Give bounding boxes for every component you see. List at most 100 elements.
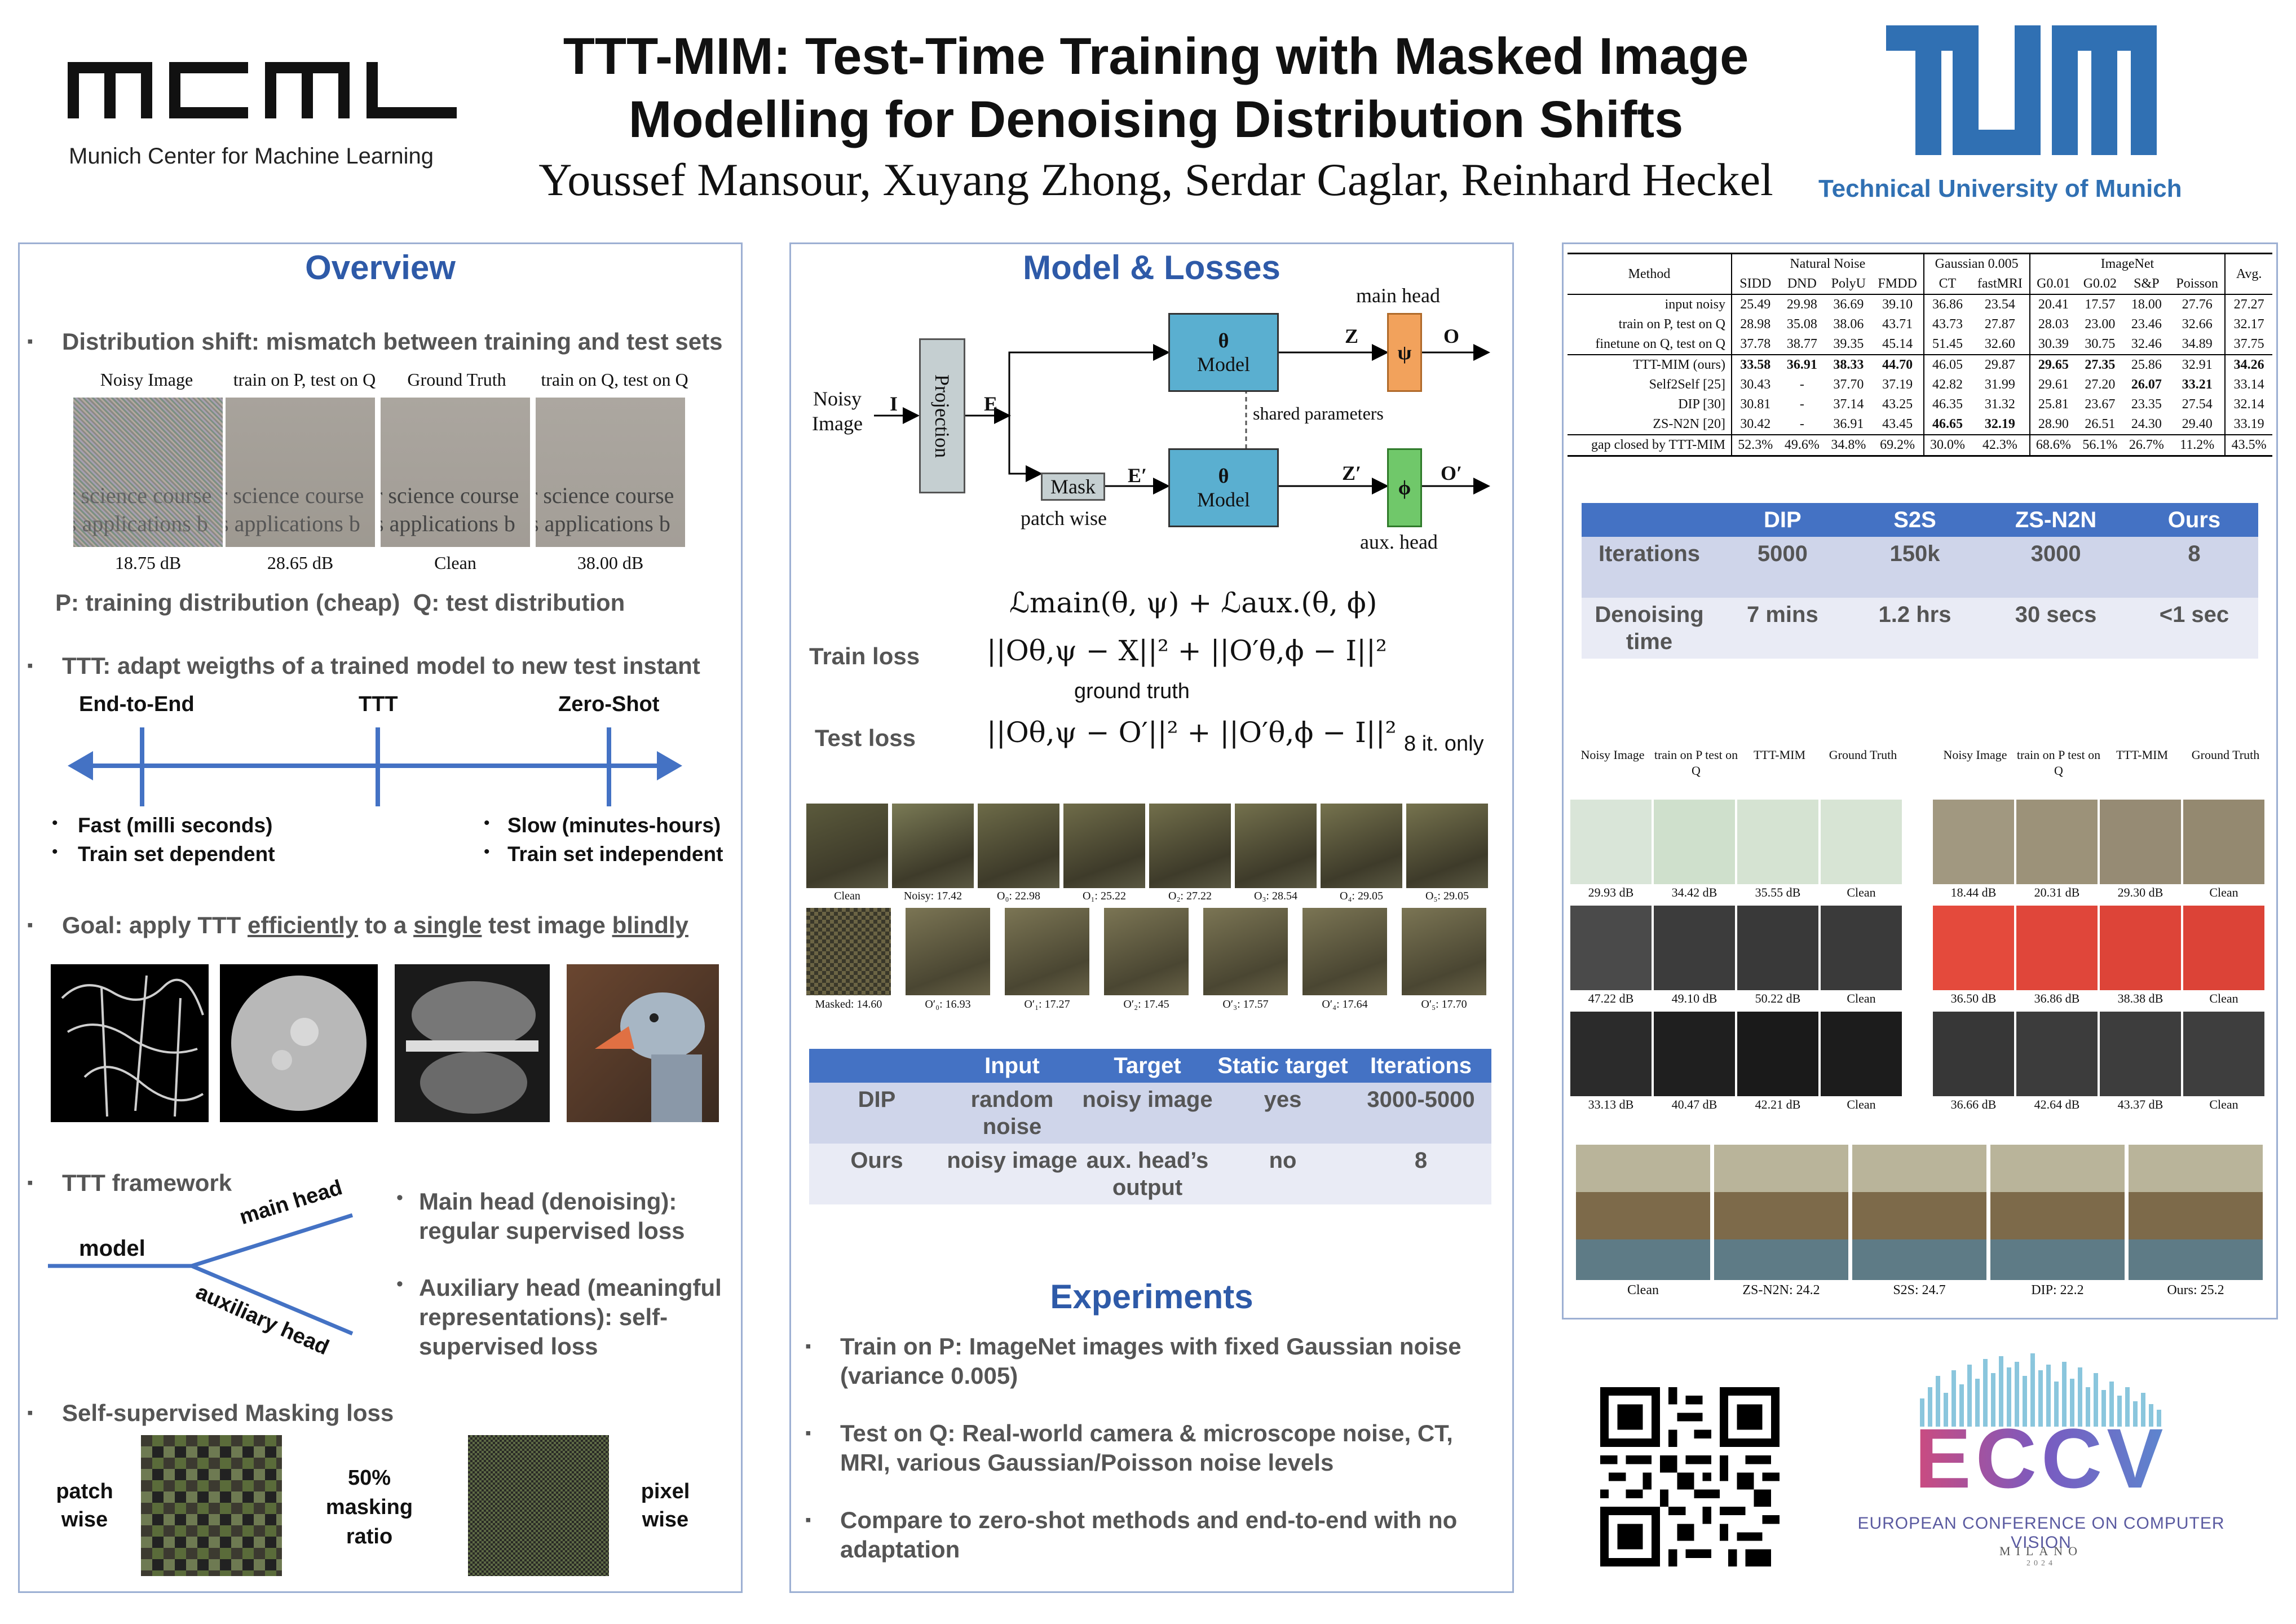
group-header: Avg. — [2224, 253, 2272, 295]
iteration-caption: Clean — [834, 890, 860, 902]
row-label: finetune on Q, test on Q — [1595, 337, 1725, 351]
result-image — [1821, 1012, 1902, 1096]
table-cell: 32.19 — [1984, 417, 2015, 431]
col-header: S2S — [1848, 503, 1982, 537]
iteration-image — [1406, 804, 1488, 888]
overview-bullet-distribution: Distribution shift: mismatch between tra… — [27, 327, 739, 356]
experiments-point: Train on P: ImageNet images with fixed G… — [805, 1332, 1489, 1391]
tum-subtitle: Technical University of Munich — [1818, 175, 2182, 202]
framework-point-aux: Auxiliary head (meaningful representatio… — [419, 1274, 722, 1360]
framework-model-label: model — [79, 1236, 145, 1261]
result-image — [2100, 1012, 2181, 1096]
col-header: ZS-N2N — [1981, 503, 2130, 537]
overview-bullet-goal: Goal: apply TTT efficiently to a single … — [27, 911, 739, 940]
table-cell: 30.75 — [2085, 337, 2116, 351]
result-caption: 36.50 dB — [1950, 991, 1997, 1005]
fig1-header: train on Q, test on Q — [541, 369, 688, 390]
iteration-caption: O₀: 22.98 — [997, 890, 1040, 902]
fig1-caption: 28.65 dB — [267, 553, 334, 573]
result-caption: Clean — [2209, 885, 2238, 899]
microscopy-image — [51, 964, 209, 1122]
aux-head-label: aux. head — [1360, 531, 1438, 553]
table-row: ZS-N2N [20] 30.42 - 36.91 43.45 46.65 32.19 28.… — [1568, 414, 2272, 435]
col-header: G0.01 — [2029, 274, 2077, 294]
table-cell: 37.19 — [1882, 377, 1913, 392]
boat-caption: S2S: 24.7 — [1893, 1283, 1946, 1298]
result-image — [1933, 906, 2014, 990]
mri-knee-image — [395, 964, 550, 1122]
result-image — [2183, 906, 2264, 990]
input-I-label: I — [890, 392, 898, 415]
result-image — [1737, 1012, 1818, 1096]
aux-iteration-image — [806, 908, 891, 995]
table-cell: 38.06 — [1833, 317, 1864, 332]
result-image — [2183, 800, 2264, 884]
masked-E-label: E′ — [1128, 464, 1147, 487]
table-row: Iterations 5000 150k 3000 8 — [1582, 537, 2258, 598]
table-cell: 23.67 — [2085, 397, 2116, 412]
table-cell: 43.71 — [1882, 317, 1913, 332]
table-cell: 18.00 — [2131, 297, 2162, 312]
table-cell: 32.46 — [2131, 337, 2162, 351]
grid-header: Noisy Image — [1943, 748, 2007, 762]
boat-caption: ZS-N2N: 24.2 — [1742, 1283, 1820, 1298]
result-caption: 42.21 dB — [1755, 1097, 1801, 1111]
result-image — [1737, 800, 1818, 884]
table-cell: 36.69 — [1833, 297, 1864, 312]
result-image — [1933, 800, 2014, 884]
col-header: PolyU — [1831, 276, 1866, 291]
mask-block: Mask — [1041, 473, 1105, 501]
spectrum-arrow — [68, 727, 682, 806]
col-header — [809, 1049, 944, 1083]
aux-iteration-caption: O′₅: 17.70 — [1421, 998, 1467, 1010]
table-cell: 51.45 — [1923, 334, 1971, 355]
result-image — [1570, 906, 1652, 990]
patch-masked-image — [141, 1435, 282, 1576]
milan-skyline-icon — [1920, 1353, 2161, 1427]
result-caption: Clean — [1847, 991, 1876, 1005]
row-label: ZS-N2N [20] — [1653, 417, 1725, 431]
end-to-end-point: Train set dependent — [78, 842, 275, 866]
table-cell: 46.05 — [1923, 354, 1971, 375]
result-image — [2100, 906, 2181, 990]
row-label: gap closed by TTT-MIM — [1568, 434, 1732, 456]
result-image — [2183, 1012, 2264, 1096]
framework-point-main: Main head (denoising): regular supervise… — [419, 1188, 685, 1244]
results-table: Method Natural Noise Gaussian 0.005 Imag… — [1568, 253, 2272, 457]
group-header: Gaussian 0.005 — [1923, 253, 2030, 274]
grid-header: train on P test on Q — [2016, 748, 2101, 778]
main-head-label: main head — [1356, 284, 1440, 307]
table-cell: 34.8% — [1825, 434, 1872, 456]
overview-bullet-masking: Self-supervised Masking loss — [27, 1398, 569, 1428]
table-row: Denoising time 7 mins 1.2 hrs 30 secs <1 sec — [1582, 598, 2258, 659]
overview-bullet-ttt: TTT: adapt weigths of a trained model to… — [27, 651, 739, 681]
boat-image — [1990, 1145, 2125, 1280]
table-cell: 23.46 — [2131, 317, 2162, 332]
eccv-year: 2024 — [2026, 1559, 2056, 1568]
framework-branches — [48, 1213, 354, 1336]
boat-caption: DIP: 22.2 — [2031, 1283, 2084, 1298]
experiments-point: Test on Q: Real-world camera & microscop… — [805, 1419, 1489, 1477]
mcml-subtitle: Munich Center for Machine Learning — [69, 144, 434, 169]
table-cell: 29.98 — [1786, 297, 1817, 312]
result-caption: 36.66 dB — [1950, 1097, 1997, 1111]
train-p-test-q-image: r science course s applications b — [226, 398, 375, 547]
result-image — [1821, 800, 1902, 884]
table-cell: 42.82 — [1923, 375, 1971, 395]
table-cell: 27.27 — [2224, 294, 2272, 315]
result-image — [1570, 800, 1652, 884]
embedding-E-label: E — [984, 392, 998, 415]
iteration-image — [1063, 804, 1145, 888]
zero-shot-point: Train set independent — [507, 842, 723, 866]
result-caption: 35.55 dB — [1755, 885, 1801, 899]
table-cell: 23.54 — [1984, 297, 2015, 312]
table-cell: 28.03 — [2029, 315, 2077, 334]
row-label: train on P, test on Q — [1618, 317, 1725, 332]
result-image — [1570, 1012, 1652, 1096]
col-header: DIP — [1717, 503, 1848, 537]
row-label: input noisy — [1664, 297, 1725, 312]
result-caption: 29.93 dB — [1588, 885, 1634, 899]
pq-note: P: training distribution (cheap) Q: test… — [55, 589, 625, 616]
table-cell: 29.87 — [1971, 354, 2030, 375]
row-label: TTT-MIM (ours) — [1568, 354, 1732, 375]
